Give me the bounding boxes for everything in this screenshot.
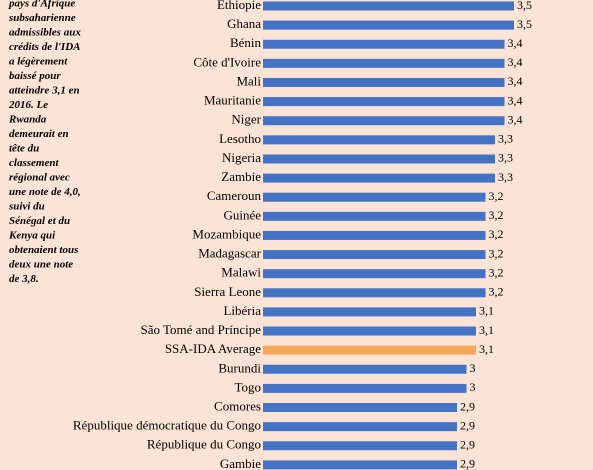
value-label: 3,1 — [479, 342, 494, 356]
note-line: crédits de l'IDA — [9, 41, 81, 53]
bar — [181, 250, 486, 260]
note-line: régional avec — [9, 172, 70, 184]
value-label: 3,2 — [489, 246, 504, 260]
value-label: 3,4 — [508, 36, 523, 50]
category-label: Bénin — [230, 35, 262, 50]
bar — [181, 460, 457, 470]
value-label: 3,2 — [489, 285, 504, 299]
value-label: 2,9 — [460, 457, 475, 470]
note-line: atteindre 3,1 en — [9, 85, 80, 97]
bar — [181, 58, 505, 68]
category-label: Mali — [236, 73, 261, 88]
note-line: tête du — [9, 143, 39, 155]
bar — [181, 383, 467, 393]
category-label: Zambie — [221, 169, 261, 184]
category-label: Guinée — [223, 207, 261, 222]
category-label: République du Congo — [147, 437, 261, 452]
note-line: classement — [9, 157, 59, 169]
value-label: 3,1 — [479, 323, 494, 337]
note-line: admissibles aux — [9, 27, 81, 39]
bar — [181, 403, 457, 413]
category-label: Mozambique — [192, 226, 261, 241]
value-label: 3,2 — [489, 208, 504, 222]
bar — [181, 97, 505, 107]
bar — [181, 116, 505, 126]
value-label: 3,1 — [479, 304, 494, 318]
category-label: Cameroun — [207, 188, 262, 203]
note-line: a légèrement — [9, 56, 68, 68]
note-line: Rwanda — [8, 114, 47, 126]
note-line: obtenaient tous — [9, 244, 78, 256]
category-label: Gambie — [220, 456, 261, 470]
bar — [181, 422, 457, 432]
value-label: 3,4 — [508, 93, 523, 107]
value-label: 3,4 — [508, 74, 523, 88]
note-line: Sénégal et du — [9, 215, 70, 227]
bar — [181, 1, 514, 11]
value-label: 3,3 — [498, 170, 513, 184]
category-label: Ghana — [227, 16, 261, 31]
value-label: 3,2 — [489, 189, 504, 203]
value-label: 3,2 — [489, 265, 504, 279]
bar — [181, 269, 486, 279]
value-label: 2,9 — [460, 418, 475, 432]
value-label: 3,4 — [508, 112, 523, 126]
value-label: 3,3 — [498, 132, 513, 146]
category-label: République démocratique du Congo — [73, 418, 261, 433]
value-label: 3 — [470, 361, 476, 375]
note-line: baissé pour — [9, 70, 61, 82]
bar — [181, 326, 476, 336]
bar — [181, 20, 514, 30]
note-line: 2016. Le — [8, 99, 48, 111]
category-label: Burundi — [218, 360, 261, 375]
category-label: Éthiopie — [217, 0, 261, 12]
value-label: 3,3 — [498, 151, 513, 165]
value-label: 3,4 — [508, 55, 523, 69]
note-line: Kenya qui — [8, 230, 56, 242]
category-label: Sierra Leone — [194, 284, 261, 299]
bar — [181, 77, 505, 87]
label-panel — [0, 0, 263, 470]
category-label: Nigeria — [222, 150, 261, 165]
note-line: pays d'Afrique — [8, 0, 75, 10]
category-label: Madagascar — [198, 246, 261, 261]
bar — [181, 192, 486, 202]
value-label: 3 — [470, 380, 476, 394]
value-label: 2,9 — [460, 438, 475, 452]
category-label: Niger — [231, 112, 261, 127]
category-label: Côte d'Ivoire — [193, 54, 261, 69]
category-label: São Tomé and Príncipe — [140, 322, 261, 337]
bar — [181, 135, 495, 145]
category-label: Mauritanie — [204, 93, 261, 108]
value-label: 3,5 — [517, 17, 532, 31]
bar — [181, 307, 476, 317]
note-line: deux une note — [9, 259, 73, 271]
bar — [181, 39, 505, 49]
bar — [181, 211, 486, 221]
bar — [181, 345, 476, 355]
bar — [181, 230, 486, 240]
note-line: demeurait en — [9, 128, 69, 140]
bar — [181, 441, 457, 451]
category-label: SSA-IDA Average — [165, 341, 261, 356]
bar — [181, 154, 495, 164]
value-label: 3,5 — [517, 0, 532, 12]
bar — [181, 364, 467, 374]
value-label: 3,2 — [489, 227, 504, 241]
category-label: Togo — [234, 379, 261, 394]
note-line: une note de 4,0, — [9, 186, 81, 198]
note-line: de 3,8. — [9, 273, 39, 285]
category-label: Lesotho — [219, 131, 261, 146]
category-label: Malawi — [221, 265, 261, 280]
bar — [181, 288, 486, 298]
category-label: Comores — [214, 399, 261, 414]
category-label: Libéria — [223, 303, 261, 318]
note-line: subsaharienne — [8, 12, 76, 24]
bar — [181, 173, 495, 183]
value-label: 2,9 — [460, 399, 475, 413]
note-line: suivi du — [8, 201, 45, 213]
